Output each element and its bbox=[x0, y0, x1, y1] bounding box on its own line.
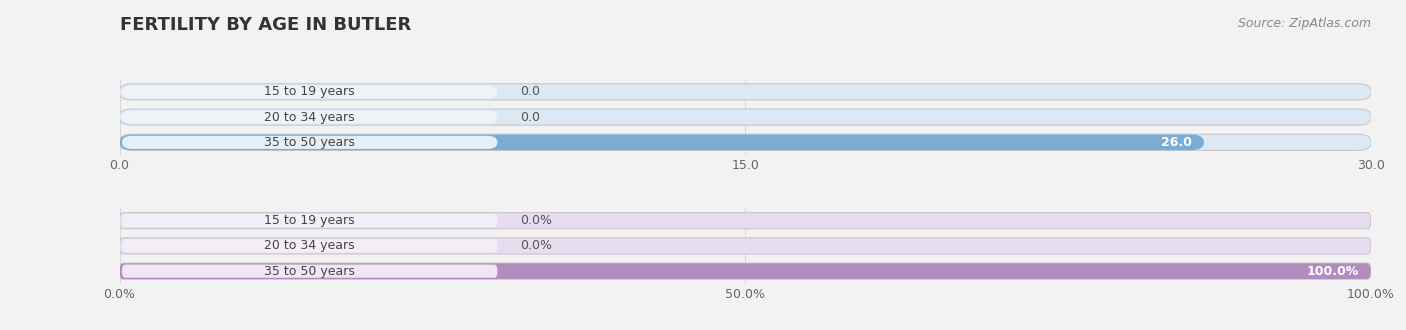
Text: Source: ZipAtlas.com: Source: ZipAtlas.com bbox=[1237, 16, 1371, 29]
Text: 15 to 19 years: 15 to 19 years bbox=[264, 214, 356, 227]
FancyBboxPatch shape bbox=[120, 84, 1371, 100]
FancyBboxPatch shape bbox=[120, 134, 1371, 150]
FancyBboxPatch shape bbox=[122, 214, 498, 227]
FancyBboxPatch shape bbox=[120, 109, 1371, 125]
FancyBboxPatch shape bbox=[120, 135, 1204, 150]
Text: 20 to 34 years: 20 to 34 years bbox=[264, 239, 356, 252]
Text: 35 to 50 years: 35 to 50 years bbox=[264, 136, 356, 149]
FancyBboxPatch shape bbox=[120, 238, 1371, 254]
Text: 26.0: 26.0 bbox=[1160, 136, 1191, 149]
FancyBboxPatch shape bbox=[120, 263, 1371, 279]
Text: 20 to 34 years: 20 to 34 years bbox=[264, 111, 356, 124]
Text: FERTILITY BY AGE IN BUTLER: FERTILITY BY AGE IN BUTLER bbox=[120, 16, 411, 35]
FancyBboxPatch shape bbox=[122, 111, 498, 124]
FancyBboxPatch shape bbox=[122, 265, 498, 278]
Text: 100.0%: 100.0% bbox=[1306, 265, 1358, 278]
FancyBboxPatch shape bbox=[120, 263, 1371, 279]
Text: 15 to 19 years: 15 to 19 years bbox=[264, 85, 356, 98]
Text: 0.0: 0.0 bbox=[520, 111, 540, 124]
Text: 0.0%: 0.0% bbox=[520, 214, 553, 227]
FancyBboxPatch shape bbox=[122, 85, 498, 98]
Text: 0.0%: 0.0% bbox=[520, 239, 553, 252]
FancyBboxPatch shape bbox=[120, 213, 1371, 229]
FancyBboxPatch shape bbox=[122, 136, 498, 149]
Text: 0.0: 0.0 bbox=[520, 85, 540, 98]
FancyBboxPatch shape bbox=[122, 239, 498, 252]
Text: 35 to 50 years: 35 to 50 years bbox=[264, 265, 356, 278]
